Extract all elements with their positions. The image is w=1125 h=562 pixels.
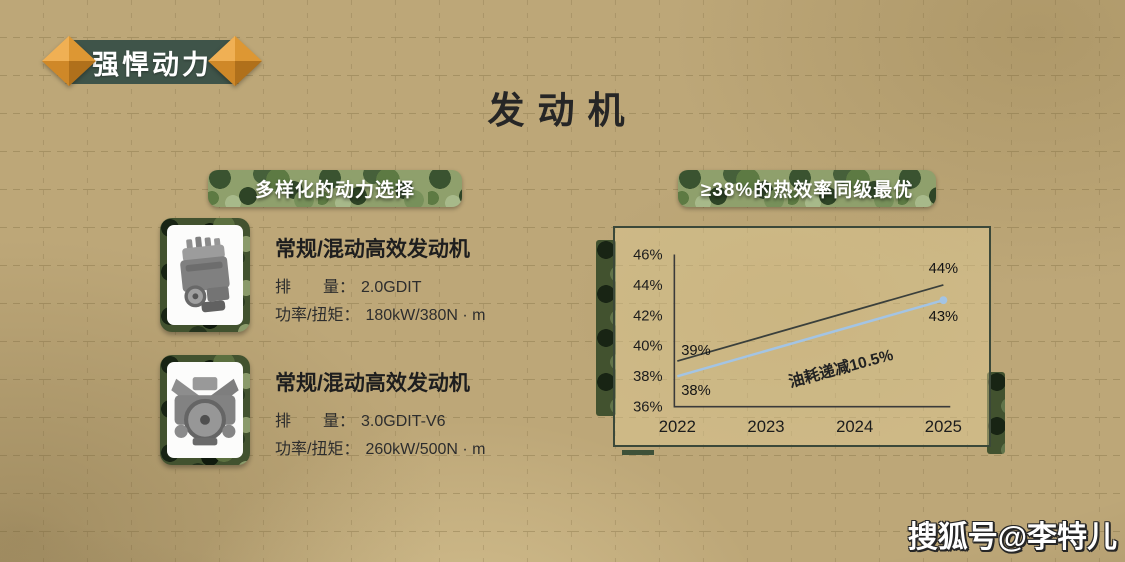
engine-card-2: 常规/混动高效发动机 排 量： 3.0GDIT-V6 功率/扭矩： 260kW/… xyxy=(275,367,575,464)
x-tick-label: 2024 xyxy=(836,417,873,436)
spec-value: 3.0GDIT-V6 xyxy=(361,413,446,430)
engine-card-1: 常规/混动高效发动机 排 量： 2.0GDIT 功率/扭矩： 180kW/380… xyxy=(275,233,575,330)
spec-label: 功率/扭矩： xyxy=(275,307,360,324)
spec-label: 排 量： xyxy=(275,413,356,430)
y-tick-label: 42% xyxy=(633,308,662,324)
y-tick-label: 46% xyxy=(633,247,662,263)
spec-value: 2.0GDIT xyxy=(361,279,422,296)
spec-label: 排 量： xyxy=(275,279,356,296)
v6-engine-illustration xyxy=(171,377,239,446)
y-tick-label: 36% xyxy=(633,400,662,416)
gem-icon-right xyxy=(208,35,262,87)
efficiency-chart: 46% 44% 42% 40% 38% 36%2022 2023 2024 2025 39% 44%… xyxy=(633,247,962,436)
section-header-left-label: 多样化的动力选择 xyxy=(254,180,415,201)
point-label-end: 43% xyxy=(929,309,958,325)
point-label-start: 39% xyxy=(681,343,710,359)
engine-image-frame-1 xyxy=(160,218,250,332)
point-label-end: 44% xyxy=(929,261,958,277)
section-header-left: 多样化的动力选择 xyxy=(208,170,462,207)
spec-row-power-torque: 功率/扭矩： 260kW/500N · m xyxy=(275,436,575,464)
chart-annotation: 油耗递减10.5% xyxy=(787,345,896,391)
engine-image-frame-2 xyxy=(160,355,250,465)
y-tick-label: 44% xyxy=(633,278,662,294)
x-tick-label: 2023 xyxy=(747,417,784,436)
lower-efficiency-line-end-dot xyxy=(939,296,948,305)
chart-panel-dash xyxy=(622,450,654,455)
power-badge: 强悍动力 xyxy=(40,32,264,90)
x-tick-label: 2022 xyxy=(659,417,696,436)
spec-value: 260kW/500N · m xyxy=(365,441,486,458)
x-tick-label: 2025 xyxy=(925,417,962,436)
engine-photo-1 xyxy=(167,225,243,325)
spec-row-power-torque: 功率/扭矩： 180kW/380N · m xyxy=(275,302,575,330)
engine-name: 常规/混动高效发动机 xyxy=(275,238,470,261)
y-tick-label: 40% xyxy=(633,339,662,355)
lower-efficiency-line xyxy=(676,298,944,378)
spec-label: 功率/扭矩： xyxy=(275,441,360,458)
y-tick-label: 38% xyxy=(633,369,662,385)
gem-icon-left xyxy=(42,35,96,87)
upper-efficiency-line xyxy=(677,284,944,362)
section-header-right-label: ≥38%的热效率同级最优 xyxy=(700,180,914,201)
power-badge-label: 强悍动力 xyxy=(92,49,212,80)
spec-value: 180kW/380N · m xyxy=(365,307,486,324)
point-label-start: 38% xyxy=(681,383,710,399)
inline-engine-illustration xyxy=(180,236,230,313)
engine-name: 常规/混动高效发动机 xyxy=(275,372,470,395)
efficiency-chart-panel: 46% 44% 42% 40% 38% 36% 2022 2023 2024 2025 39% 44%… xyxy=(613,226,991,447)
spec-row-displacement: 排 量： 2.0GDIT xyxy=(275,274,575,302)
engine-photo-2 xyxy=(167,362,243,458)
watermark: 搜狐号@李特儿 xyxy=(907,521,1117,554)
section-header-right: ≥38%的热效率同级最优 xyxy=(678,170,936,207)
spec-row-displacement: 排 量： 3.0GDIT-V6 xyxy=(275,408,575,436)
